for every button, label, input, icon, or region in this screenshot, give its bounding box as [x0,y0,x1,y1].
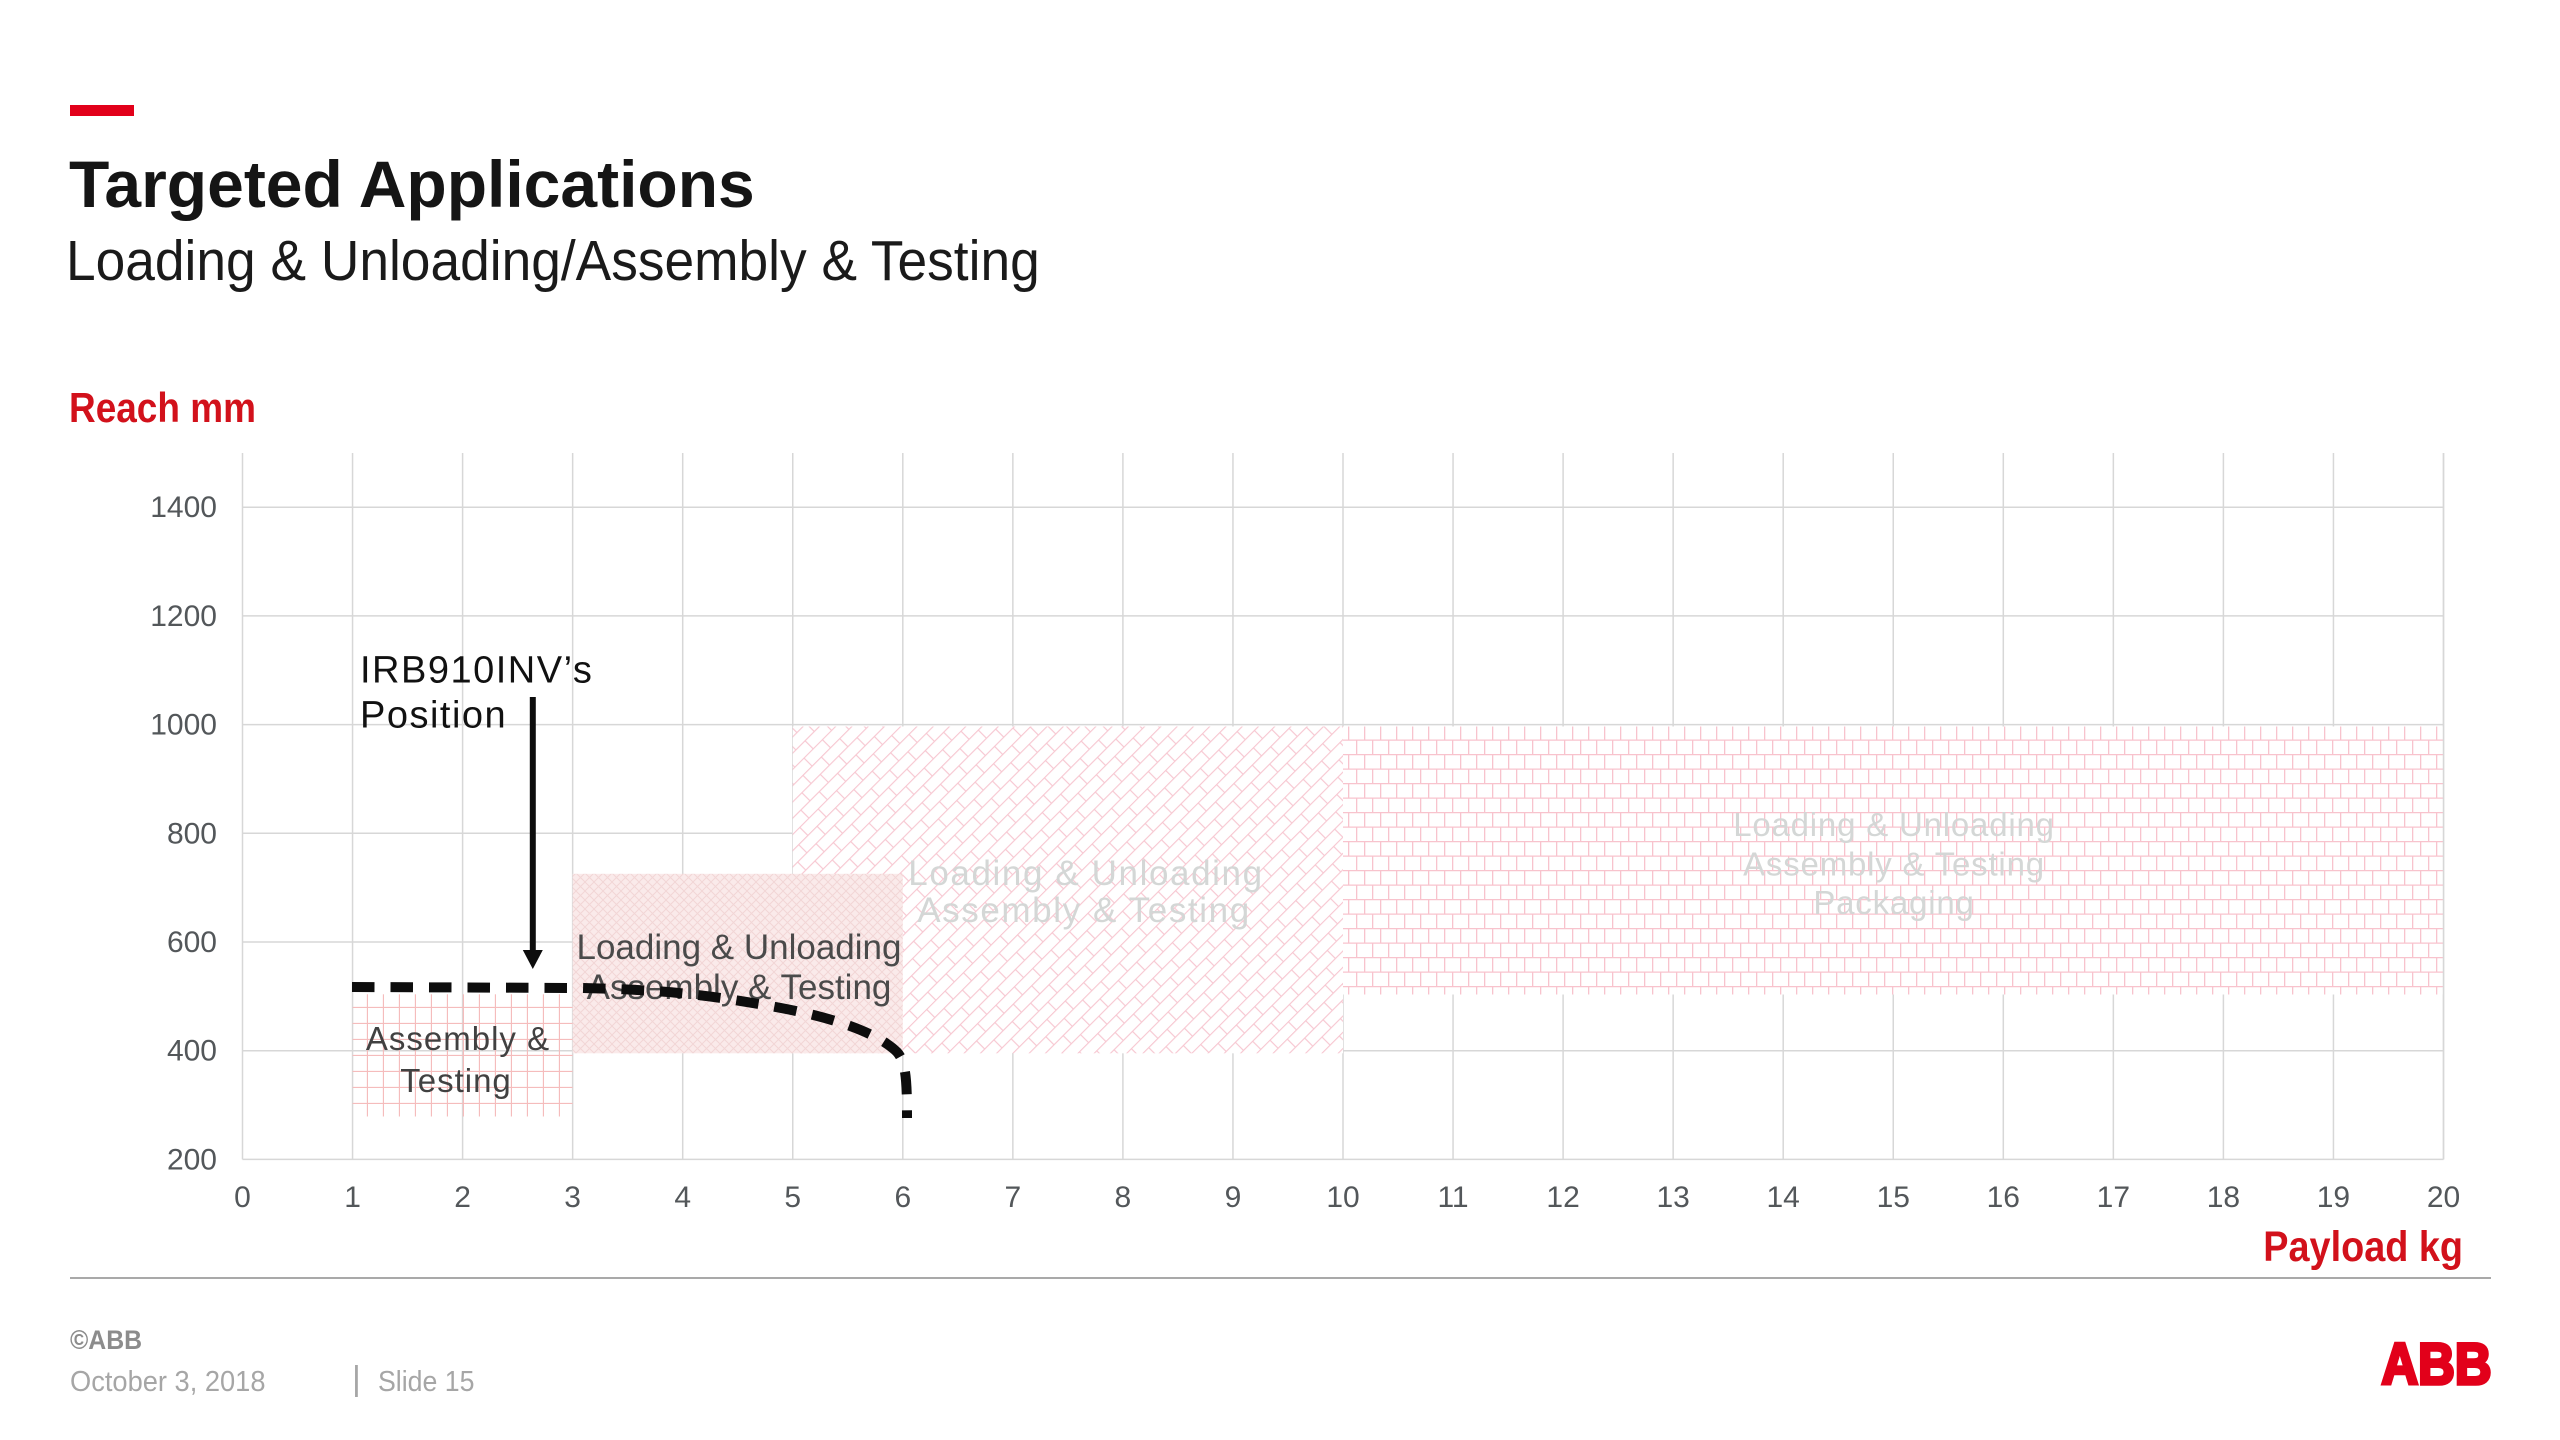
svg-text:Loading & Unloading: Loading & Unloading [577,928,902,967]
svg-text:Loading & Unloading: Loading & Unloading [908,854,1263,893]
svg-text:Packaging: Packaging [1813,884,1974,921]
svg-text:Assembly & Testing: Assembly & Testing [1743,846,2045,883]
svg-text:10: 10 [1326,1181,1359,1214]
svg-text:1: 1 [344,1181,361,1214]
svg-text:13: 13 [1656,1181,1689,1214]
svg-text:1000: 1000 [150,709,217,742]
svg-text:Position: Position [360,695,507,737]
svg-text:2: 2 [454,1181,471,1214]
svg-text:1400: 1400 [150,491,217,524]
svg-text:18: 18 [2207,1181,2240,1214]
svg-text:Assembly & Testing: Assembly & Testing [917,891,1251,930]
svg-text:12: 12 [1546,1181,1579,1214]
svg-text:3: 3 [564,1181,581,1214]
svg-text:IRB910INV’s: IRB910INV’s [360,650,593,692]
svg-text:17: 17 [2097,1181,2130,1214]
svg-text:16: 16 [1987,1181,2020,1214]
svg-text:4: 4 [674,1181,691,1214]
svg-text:19: 19 [2317,1181,2350,1214]
svg-text:6: 6 [894,1181,911,1214]
svg-text:Loading & Unloading: Loading & Unloading [1733,806,2055,843]
svg-text:15: 15 [1877,1181,1910,1214]
svg-text:5: 5 [784,1181,801,1214]
svg-text:ABB: ABB [2382,1332,2492,1397]
svg-text:600: 600 [167,926,217,959]
svg-text:0: 0 [234,1181,251,1214]
svg-text:8: 8 [1115,1181,1132,1214]
svg-text:14: 14 [1767,1181,1800,1214]
svg-text:Testing: Testing [400,1062,512,1099]
svg-text:200: 200 [167,1143,217,1176]
svg-text:400: 400 [167,1035,217,1068]
svg-text:Assembly &: Assembly & [366,1020,550,1057]
svg-text:11: 11 [1437,1181,1468,1214]
svg-text:9: 9 [1225,1181,1242,1214]
svg-text:20: 20 [2427,1181,2460,1214]
svg-text:1200: 1200 [150,600,217,633]
svg-text:7: 7 [1005,1181,1022,1214]
svg-text:800: 800 [167,817,217,850]
